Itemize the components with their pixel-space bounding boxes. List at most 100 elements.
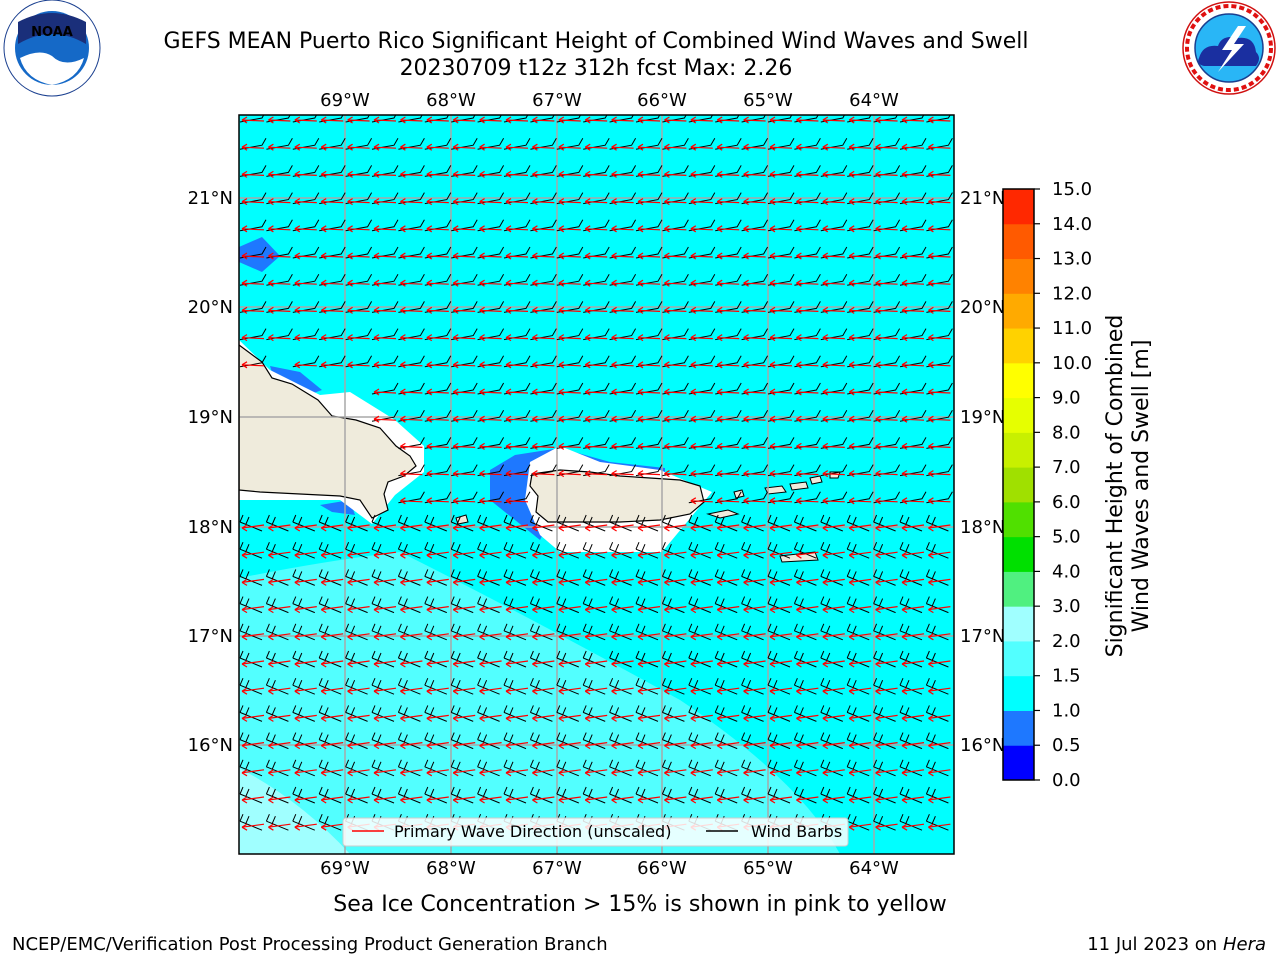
wave-direction-arrow: [716, 252, 740, 260]
lon-label-top: 66°W: [637, 90, 687, 111]
map-legend: Primary Wave Direction (unscaled) Wind B…: [342, 817, 849, 847]
wave-direction-arrow: [743, 551, 766, 559]
wave-direction-arrow: [716, 606, 740, 614]
wave-direction-arrow: [901, 578, 925, 586]
wave-direction-arrow: [505, 660, 529, 668]
wave-direction-arrow: [875, 252, 898, 260]
wave-direction-arrow: [505, 714, 529, 722]
wave-direction-arrow: [716, 415, 740, 423]
wave-direction-arrow: [875, 497, 898, 505]
wave-direction-arrow: [664, 551, 687, 559]
wave-direction-arrow: [664, 116, 687, 124]
wave-direction-arrow: [373, 742, 397, 750]
wave-direction-arrow: [928, 742, 951, 750]
wave-direction-arrow: [268, 823, 291, 831]
wave-direction-arrow: [743, 660, 766, 668]
wave-direction-arrow: [584, 198, 608, 206]
wave-direction-arrow: [637, 687, 661, 695]
wave-direction-arrow: [769, 497, 793, 505]
wave-direction-arrow: [875, 714, 898, 722]
map-layers: [239, 115, 954, 854]
wave-direction-arrow: [320, 796, 344, 804]
wave-direction-arrow: [479, 551, 502, 559]
wave-direction-arrow: [479, 252, 502, 260]
wave-direction-arrow: [928, 497, 951, 505]
wave-direction-arrow: [479, 116, 502, 124]
colorbar-tick-label: 1.0: [1052, 700, 1081, 721]
wave-direction-arrow: [822, 742, 845, 750]
wave-direction-arrow: [479, 225, 502, 233]
lon-label-bottom: 64°W: [849, 858, 899, 879]
wave-direction-arrow: [637, 252, 661, 260]
wave-direction-arrow: [848, 415, 872, 423]
wave-direction-arrow: [901, 714, 925, 722]
wave-direction-arrow: [822, 606, 845, 614]
wave-direction-arrow: [505, 742, 529, 750]
wave-direction-arrow: [796, 198, 819, 206]
wave-direction-arrow: [479, 796, 502, 804]
generation-date: 11 Jul 2023 on Hera: [1087, 934, 1266, 955]
wave-direction-arrow: [901, 633, 925, 641]
wave-direction-arrow: [796, 524, 819, 532]
wave-direction-arrow: [426, 334, 449, 342]
wave-direction-arrow: [452, 143, 476, 151]
wave-direction-arrow: [875, 606, 898, 614]
wave-direction-arrow: [901, 470, 925, 478]
wave-direction-arrow: [664, 388, 687, 396]
wave-direction-arrow: [320, 116, 344, 124]
wave-direction-arrow: [822, 524, 845, 532]
wave-direction-arrow: [690, 306, 713, 314]
wave-direction-arrow: [637, 606, 661, 614]
wave-direction-arrow: [690, 334, 713, 342]
wave-direction-arrow: [743, 116, 766, 124]
wave-direction-arrow: [320, 524, 344, 532]
wave-direction-arrow: [769, 143, 793, 151]
wave-direction-arrow: [796, 742, 819, 750]
wave-direction-arrow: [796, 388, 819, 396]
wave-direction-arrow: [268, 660, 291, 668]
wave-direction-arrow: [611, 388, 634, 396]
wave-direction-arrow: [400, 524, 423, 532]
wave-direction-arrow: [743, 742, 766, 750]
wave-direction-arrow: [637, 470, 661, 478]
wave-direction-arrow: [637, 578, 661, 586]
wave-direction-arrow: [505, 633, 529, 641]
wave-direction-arrow: [611, 198, 634, 206]
colorbar-tick-label: 8.0: [1052, 422, 1081, 443]
wave-direction-arrow: [848, 551, 872, 559]
wave-direction-arrow: [796, 497, 819, 505]
wave-direction-arrow: [822, 497, 845, 505]
wave-direction-arrow: [558, 252, 581, 260]
wave-direction-arrow: [743, 388, 766, 396]
wave-direction-arrow: [347, 660, 370, 668]
wave-direction-arrow: [822, 415, 845, 423]
wave-direction-arrow: [690, 796, 713, 804]
wave-direction-arrow: [479, 170, 502, 178]
wave-direction-arrow: [769, 660, 793, 668]
wave-direction-arrow: [479, 578, 502, 586]
wave-direction-arrow: [716, 551, 740, 559]
wave-direction-arrow: [320, 578, 344, 586]
wave-direction-arrow: [796, 660, 819, 668]
wave-direction-arrow: [452, 660, 476, 668]
wave-direction-arrow: [928, 116, 951, 124]
wave-direction-arrow: [664, 660, 687, 668]
wave-direction-arrow: [268, 306, 291, 314]
wave-direction-arrow: [268, 578, 291, 586]
wave-direction-arrow: [928, 170, 951, 178]
wave-direction-arrow: [875, 551, 898, 559]
wave-direction-arrow: [373, 687, 397, 695]
wave-direction-arrow: [558, 279, 581, 287]
wave-direction-arrow: [426, 361, 449, 369]
wave-direction-arrow: [664, 524, 687, 532]
legend-wave-direction-label: Primary Wave Direction (unscaled): [394, 822, 671, 841]
wave-direction-arrow: [901, 361, 925, 369]
wave-direction-arrow: [743, 497, 766, 505]
wave-direction-arrow: [875, 742, 898, 750]
wave-direction-arrow: [901, 252, 925, 260]
wave-direction-arrow: [848, 252, 872, 260]
wave-direction-arrow: [928, 252, 951, 260]
wave-direction-arrow: [875, 279, 898, 287]
wave-direction-arrow: [637, 442, 661, 450]
wave-direction-arrow: [611, 769, 634, 777]
